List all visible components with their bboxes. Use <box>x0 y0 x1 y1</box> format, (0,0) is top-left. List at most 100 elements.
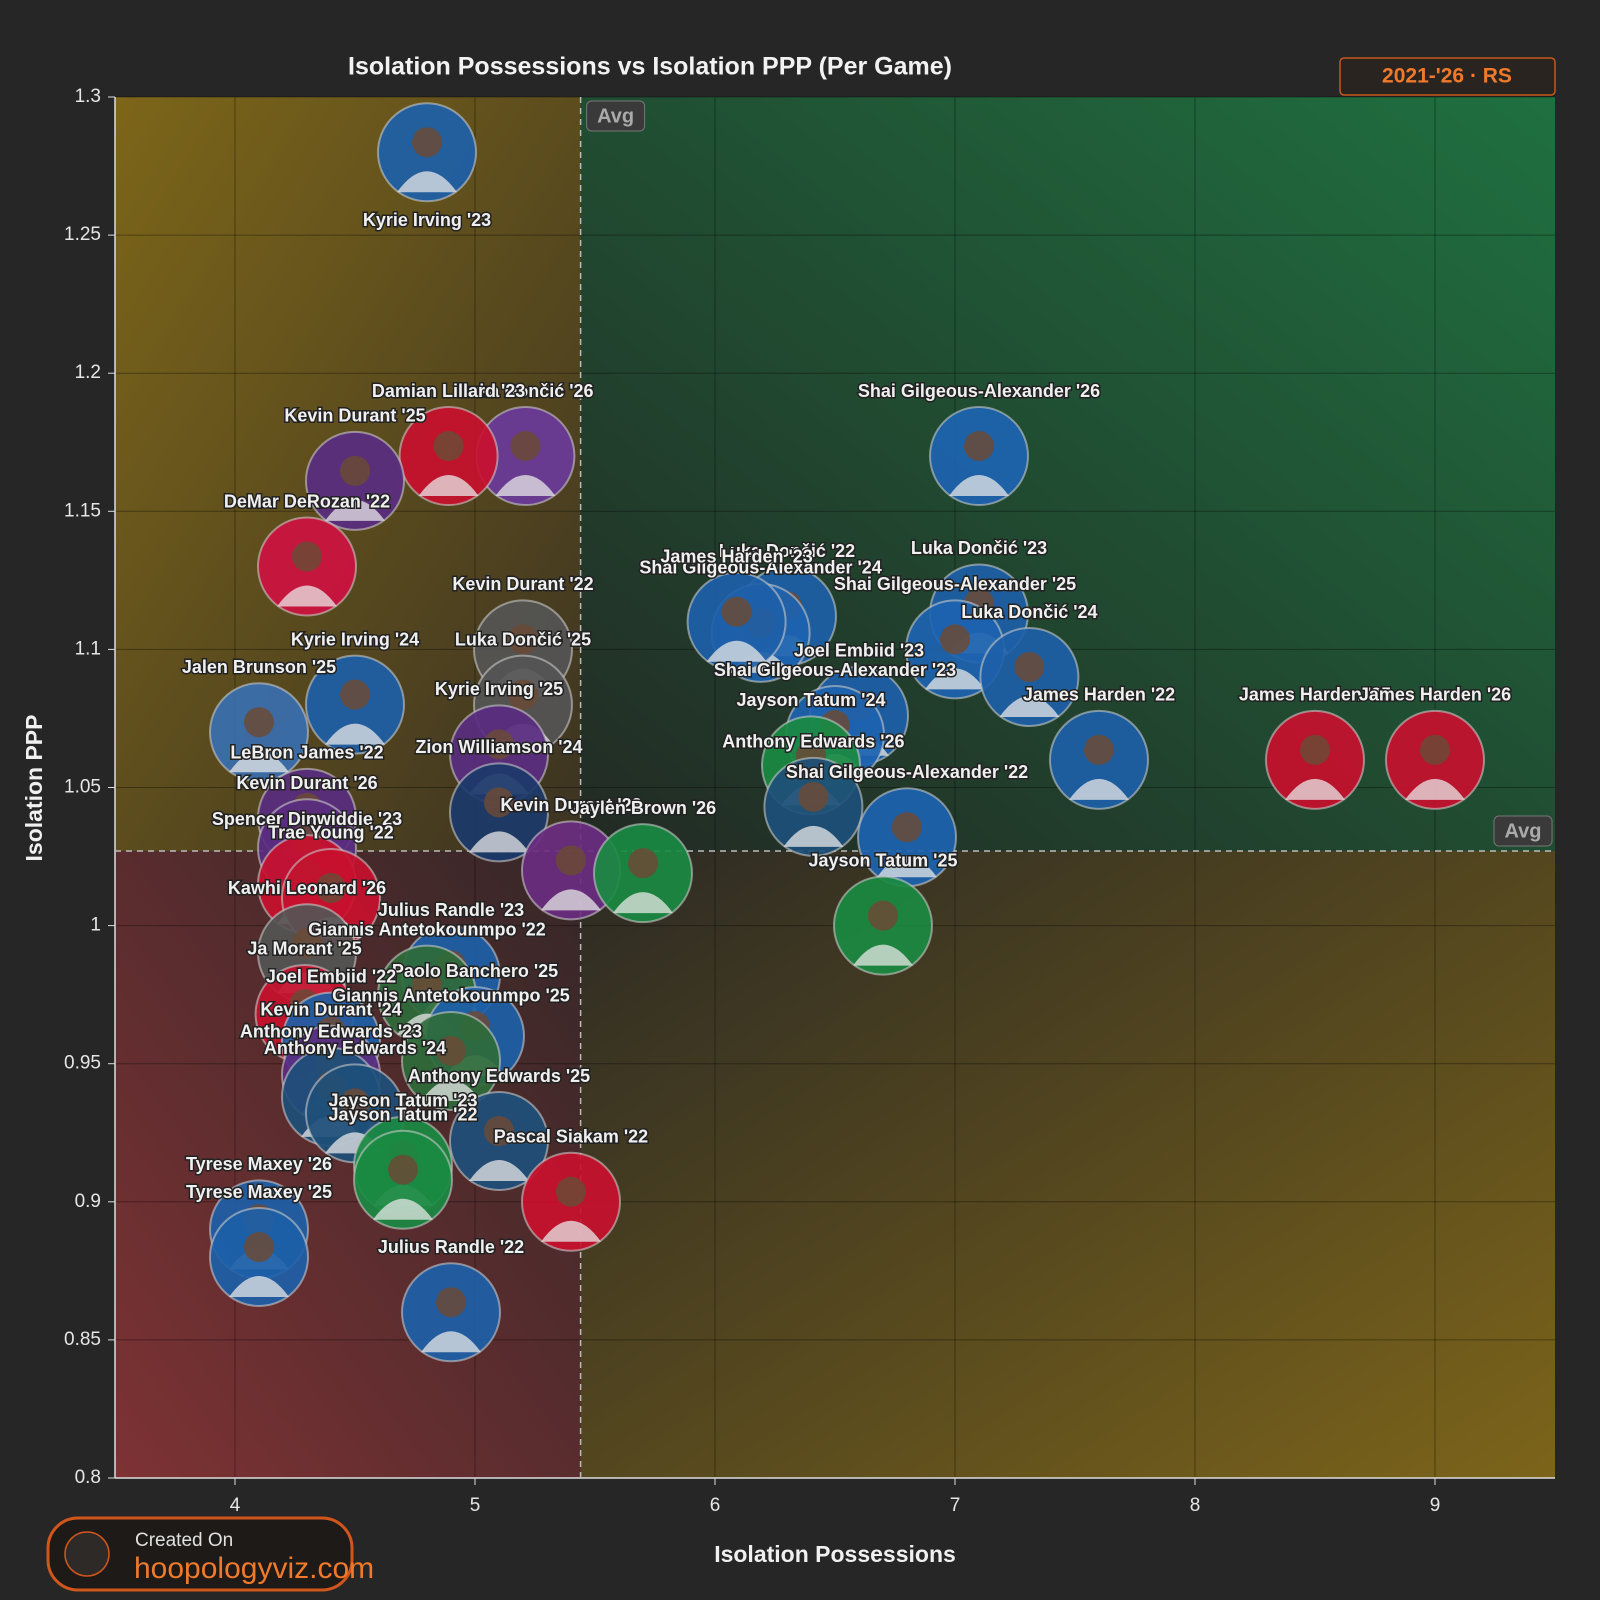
player-body <box>783 825 844 847</box>
player-head <box>388 1154 418 1185</box>
x-tick-label: 5 <box>470 1495 481 1516</box>
player-head <box>412 969 442 1000</box>
y-tick-label: 0.95 <box>64 1053 101 1074</box>
player-head <box>510 431 541 462</box>
player-head <box>508 679 538 710</box>
x-tick-label: 7 <box>950 1495 961 1516</box>
y-tick-label: 1.05 <box>64 777 101 798</box>
player-label: Trae Young '22 <box>268 823 394 843</box>
player-label: Anthony Edwards '23 <box>240 1022 422 1042</box>
player-body <box>325 723 385 745</box>
quadrant <box>580 851 1555 1478</box>
player-label: Shai Gilgeous-Alexander '26 <box>858 381 1100 401</box>
avg-label: Avg <box>597 105 634 127</box>
player-head <box>292 541 322 572</box>
player-head <box>484 729 514 760</box>
player-body <box>877 856 937 878</box>
player-head <box>316 872 346 903</box>
x-tick-label: 4 <box>230 1495 241 1516</box>
player-label: Jayson Tatum '22 <box>328 1104 477 1124</box>
player-body <box>541 889 601 911</box>
player-head <box>1084 734 1114 765</box>
player-label: Kyrie Irving '24 <box>291 629 419 649</box>
player-body <box>421 1079 481 1101</box>
y-tick-label: 1 <box>90 915 101 936</box>
x-tick-label: 8 <box>1190 1495 1201 1516</box>
player-head <box>340 1088 370 1119</box>
player-body <box>925 668 985 690</box>
player-head <box>556 845 586 876</box>
player-label: Luka Dončić '22 <box>719 541 855 561</box>
player-label: Giannis Antetokounmpo '22 <box>308 919 546 939</box>
player-head <box>484 1116 514 1147</box>
player-label: Jayson Tatum '23 <box>328 1091 477 1111</box>
player-label: Kyrie Irving '23 <box>363 210 491 230</box>
player-label: Tyrese Maxey '26 <box>186 1154 332 1174</box>
player-body <box>495 475 556 497</box>
player-label: Luka Dončić '23 <box>911 538 1047 558</box>
player-label: Anthony Edwards '24 <box>264 1038 446 1058</box>
player-head <box>1420 734 1450 765</box>
player-label: Damian Lillard '23 <box>372 381 525 401</box>
player-label: Kevin Durant '22 <box>452 574 593 594</box>
player-head <box>798 781 829 812</box>
player-head <box>508 624 538 655</box>
player-label: LeBron James '22 <box>230 743 383 763</box>
player-label: Julius Randle '22 <box>378 1237 524 1257</box>
player-label: Jalen Brunson '25 <box>182 657 336 677</box>
quadrants <box>115 97 1555 1478</box>
player-label: Giannis Antetokounmpo '25 <box>332 986 570 1006</box>
y-tick-label: 1.25 <box>64 224 101 245</box>
player-head <box>721 596 752 627</box>
player-label: Julius Randle '23 <box>378 900 524 920</box>
player-label: Joel Embiid '23 <box>794 640 924 660</box>
player-head <box>892 812 922 843</box>
player-label: James Harden '26 <box>1359 685 1511 705</box>
player-label: Kevin Durant '23 <box>500 795 641 815</box>
player-label: Shai Gilgeous-Alexander '23 <box>714 660 956 680</box>
player-body <box>1285 778 1345 800</box>
y-tick-label: 1.2 <box>75 362 101 383</box>
y-tick-label: 0.9 <box>75 1191 101 1212</box>
player-head <box>292 928 322 959</box>
player-label: Joel Embiid '22 <box>266 966 396 986</box>
player-body <box>325 499 385 521</box>
player-head <box>436 1287 466 1318</box>
player-head <box>244 1232 274 1263</box>
player-label: Kevin Durant '25 <box>284 406 425 426</box>
player-body <box>229 1276 289 1298</box>
y-tick-label: 1.1 <box>75 638 101 659</box>
player-label: Anthony Edwards '26 <box>722 732 904 752</box>
player-body <box>949 475 1009 497</box>
player-body <box>421 1331 481 1353</box>
player-label: Luka Dončić '24 <box>961 602 1097 622</box>
avg-badge <box>1493 815 1553 847</box>
player-body <box>229 751 289 773</box>
player-body <box>1405 778 1465 800</box>
player-head <box>436 1035 466 1066</box>
player-label: Tyrese Maxey '25 <box>186 1182 332 1202</box>
player-label: James Harden '25 <box>1239 685 1391 705</box>
player-label: Spencer Dinwiddie '23 <box>212 809 402 829</box>
player-label: Ja Morant '25 <box>247 939 361 959</box>
player-body <box>277 585 337 607</box>
player-label: Luka Dončić '26 <box>457 381 593 401</box>
player-head <box>1014 652 1045 683</box>
y-axis-label: Isolation PPP <box>21 715 47 862</box>
player-head <box>412 127 442 158</box>
player-label: Paolo Banchero '25 <box>392 961 558 981</box>
badge-box <box>1339 57 1556 96</box>
player-body <box>1069 778 1129 800</box>
player-label: Kawhi Leonard '26 <box>228 878 386 898</box>
player-label: Luka Dončić '25 <box>455 629 591 649</box>
player-body <box>853 944 913 966</box>
player-head <box>964 431 994 462</box>
player-body <box>418 475 479 497</box>
player-label: Kevin Durant '26 <box>236 773 377 793</box>
avg-badge <box>586 100 646 132</box>
player-head <box>244 707 274 738</box>
player-label: Pascal Siakam '22 <box>494 1127 648 1147</box>
y-tick-label: 1.15 <box>64 500 101 521</box>
